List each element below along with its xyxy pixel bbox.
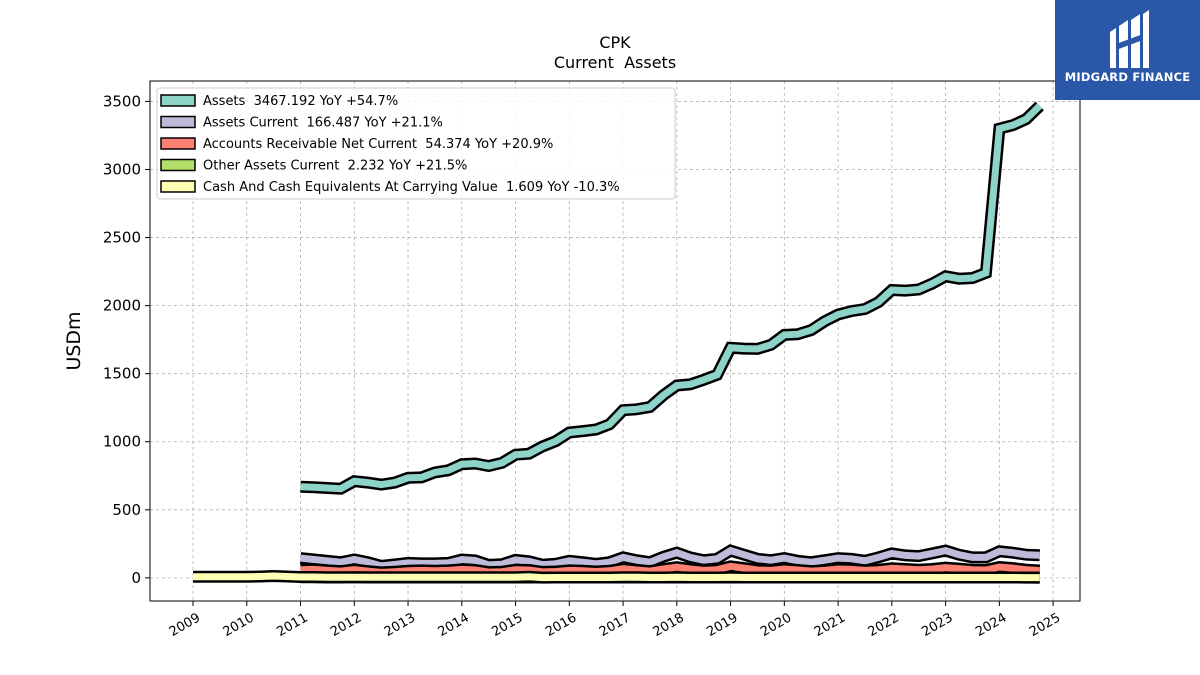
legend-swatch-1 [160, 115, 196, 129]
x-tick-label: 2015 [489, 610, 525, 640]
legend: Assets 3467.192 YoY +54.7% Assets Current… [156, 87, 676, 200]
x-tick-label: 2025 [1027, 610, 1063, 640]
y-axis: 0 500 1000 1500 2000 2500 3000 3500 [103, 92, 150, 587]
y-tick-label: 1000 [103, 433, 141, 451]
chart-subtitle: Current Assets [554, 53, 676, 72]
series-line-1 [300, 546, 1040, 570]
series-line-0 [300, 103, 1043, 493]
x-tick-label: 2011 [274, 610, 310, 640]
chart-title: CPK [599, 33, 631, 52]
brand-name: MIDGARD FINANCE [1064, 70, 1191, 84]
legend-swatch-3 [160, 158, 196, 172]
x-tick-label: 2020 [758, 610, 794, 640]
y-tick-label: 1500 [103, 365, 141, 383]
brand-mark-icon [1110, 10, 1149, 68]
legend-label-1: Assets Current 166.487 YoY +21.1% [203, 116, 443, 131]
y-tick-label: 500 [112, 501, 141, 519]
x-tick-label: 2023 [919, 610, 955, 640]
legend-box [156, 87, 676, 200]
x-axis: 2009 2010 2011 2012 2013 2014 2015 2016 2017 2018… [167, 601, 1063, 640]
x-tick-label: 2009 [167, 610, 203, 640]
y-tick-label: 3500 [103, 92, 141, 110]
y-tick-label: 2500 [103, 229, 141, 247]
x-tick-label: 2021 [812, 610, 848, 640]
legend-label-2: Accounts Receivable Net Current 54.374 Y… [203, 137, 553, 152]
legend-swatch-4 [160, 180, 196, 193]
x-tick-label: 2016 [543, 610, 579, 640]
x-tick-label: 2012 [328, 610, 364, 640]
x-tick-label: 2019 [704, 610, 740, 640]
x-tick-label: 2017 [597, 610, 633, 640]
x-tick-label: 2022 [866, 610, 902, 640]
y-tick-label: 2000 [103, 297, 141, 315]
legend-label-0: Assets 3467.192 YoY +54.7% [203, 94, 398, 109]
legend-label-3: Other Assets Current 2.232 YoY +21.5% [203, 159, 467, 174]
legend-label-4: Cash And Cash Equivalents At Carrying Va… [203, 180, 620, 195]
y-tick-label: 0 [131, 569, 141, 587]
y-tick-label: 3000 [103, 160, 141, 178]
brand-logo: MIDGARD FINANCE [1055, 0, 1200, 100]
x-tick-label: 2018 [651, 610, 687, 640]
legend-swatch-2 [160, 137, 196, 150]
plot-frame [149, 80, 1081, 602]
series-areas [193, 101, 1044, 584]
x-tick-label: 2010 [221, 610, 257, 640]
series-line-4 [193, 572, 1040, 582]
x-tick-label: 2014 [436, 610, 472, 640]
y-axis-label: USDm [63, 311, 85, 370]
x-tick-label: 2024 [973, 610, 1009, 640]
series-line-2 [300, 562, 1040, 576]
legend-swatch-0 [160, 94, 196, 107]
x-tick-label: 2013 [382, 610, 418, 640]
